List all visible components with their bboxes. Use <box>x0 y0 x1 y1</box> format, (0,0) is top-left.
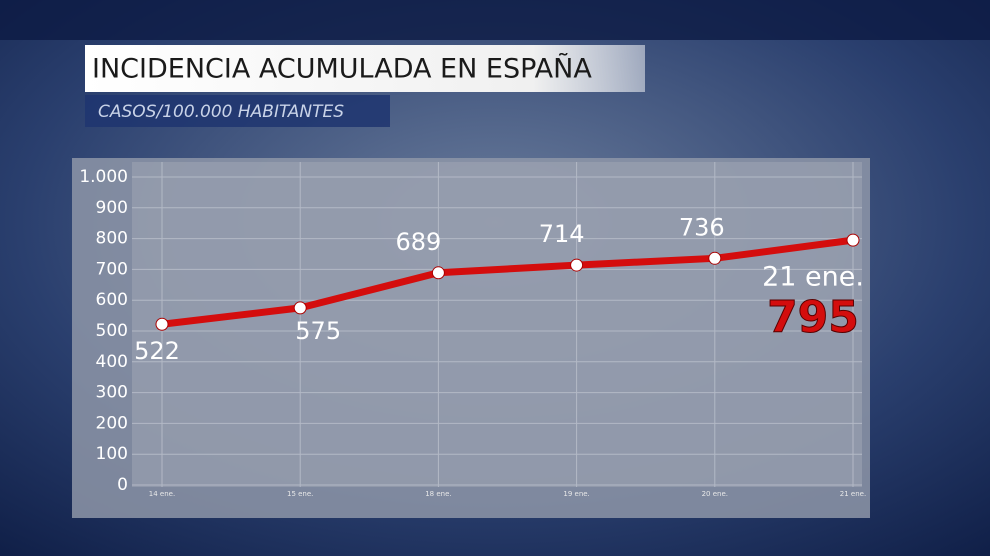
title-bar <box>85 45 645 92</box>
data-point <box>708 251 722 265</box>
x-tick-label: 18 ene. <box>425 490 451 498</box>
x-tick-label: 20 ene. <box>702 490 728 498</box>
series-line <box>161 236 854 328</box>
data-point <box>846 233 860 247</box>
y-tick-label: 700 <box>96 259 128 279</box>
data-label: 575 <box>295 317 341 345</box>
y-tick-label: 1.000 <box>79 167 128 187</box>
y-tick-label: 900 <box>96 198 128 218</box>
data-label: 736 <box>679 213 725 241</box>
subtitle-bar <box>85 95 390 127</box>
data-point <box>155 317 169 331</box>
y-tick-label: 100 <box>96 444 128 464</box>
y-tick-label: 200 <box>96 413 128 433</box>
x-tick-label: 14 ene. <box>149 490 175 498</box>
y-tick-label: 0 <box>117 475 128 495</box>
data-label: 689 <box>395 228 441 256</box>
data-point <box>431 266 445 280</box>
y-tick-label: 600 <box>96 290 128 310</box>
top-band <box>0 0 990 40</box>
y-tick-label: 500 <box>96 321 128 341</box>
y-tick-label: 300 <box>96 383 128 403</box>
y-tick-label: 800 <box>96 229 128 249</box>
highlight-date: 21 ene. <box>762 262 864 293</box>
plot-area <box>132 162 862 487</box>
y-tick-label: 400 <box>96 352 128 372</box>
x-tick-label: 19 ene. <box>563 490 589 498</box>
data-point <box>570 258 584 272</box>
data-point <box>293 301 307 315</box>
data-label: 714 <box>539 220 585 248</box>
chart-subtitle: CASOS/100.000 HABITANTES <box>98 102 344 122</box>
chart-title: INCIDENCIA ACUMULADA EN ESPAÑA <box>92 53 592 85</box>
x-tick-label: 21 ene. <box>840 490 866 498</box>
highlight-value: 795 <box>767 292 859 343</box>
x-tick-label: 15 ene. <box>287 490 313 498</box>
data-label: 522 <box>134 337 180 365</box>
